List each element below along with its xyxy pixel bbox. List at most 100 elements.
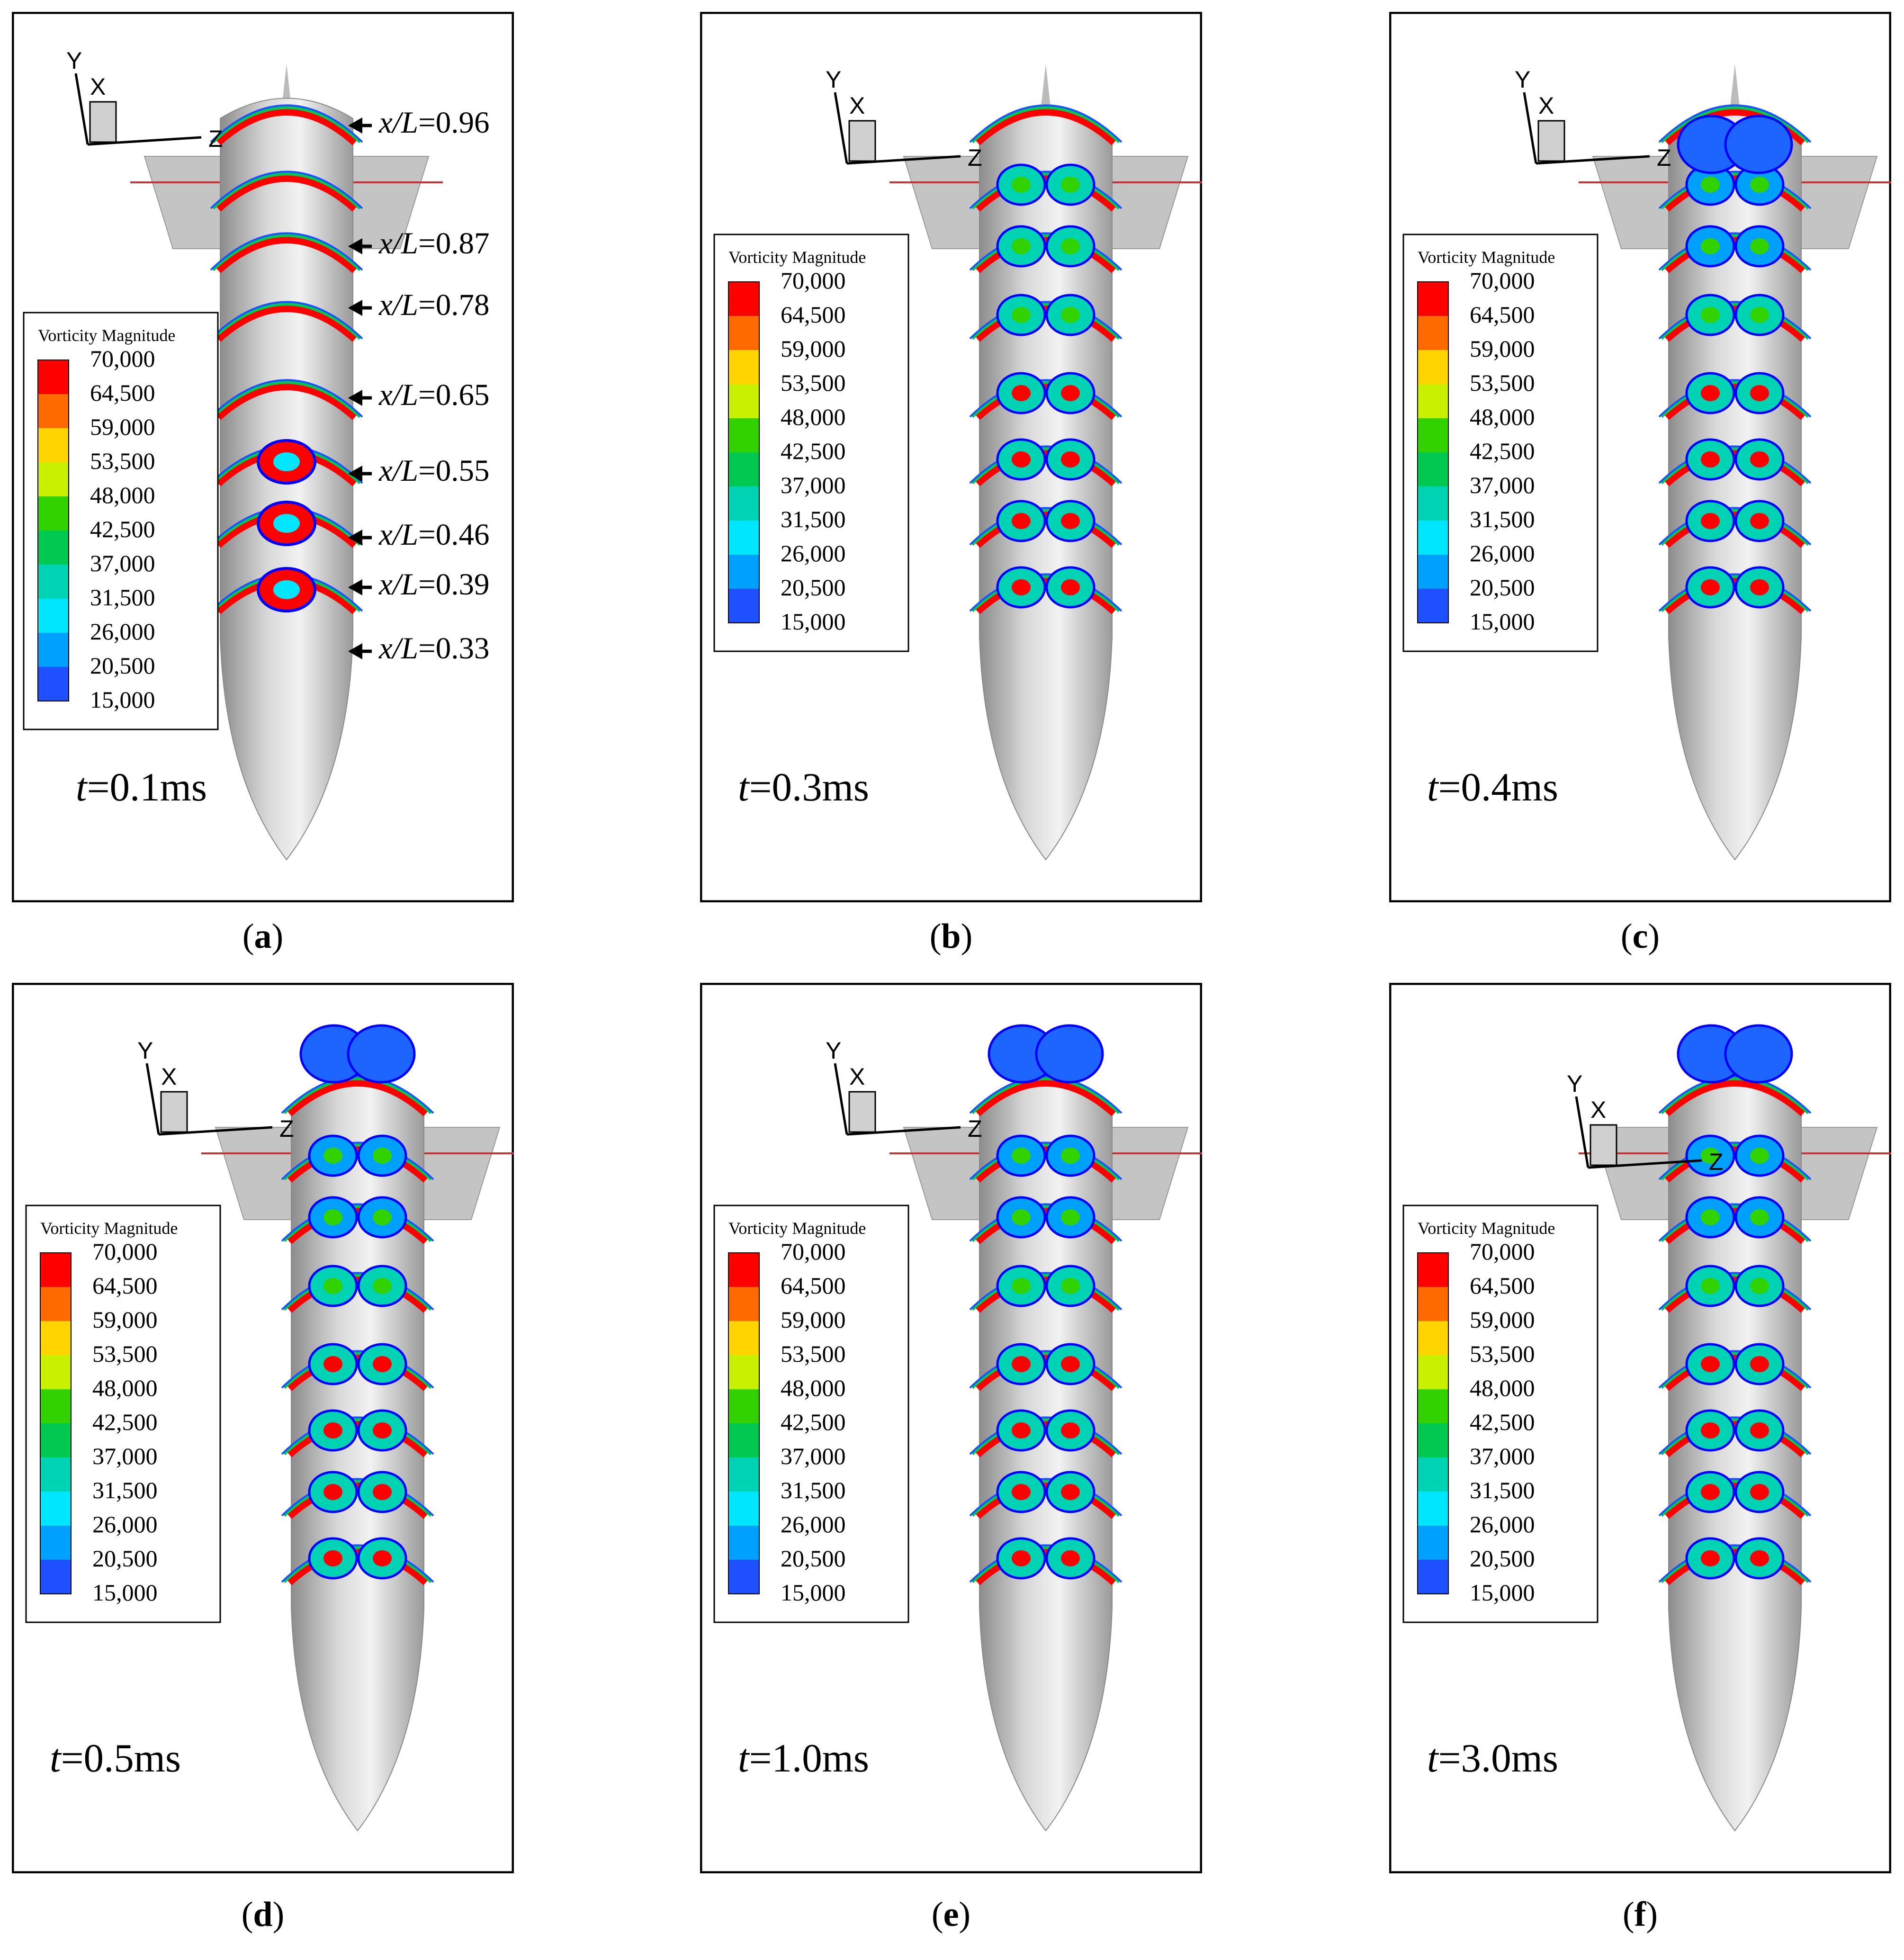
legend-level-label: 37,000 (781, 1443, 846, 1469)
legend-title: Vorticity Magnitude (1418, 248, 1555, 267)
axis-label-z: Z (208, 126, 223, 152)
vorticity-section (281, 1134, 434, 1183)
vorticity-section (281, 1537, 434, 1585)
vorticity-section (281, 1265, 434, 1313)
axis-triad: YX Z (1567, 1070, 1724, 1175)
caption-letter: f (1634, 1895, 1646, 1934)
legend-title: Vorticity Magnitude (40, 1219, 178, 1238)
legend-level-label: 64,500 (1470, 301, 1535, 328)
colorbar-segment (1418, 1526, 1448, 1560)
station-annotation: x/L=0.78 (348, 288, 490, 322)
legend-level-label: 42,500 (90, 516, 155, 542)
colorbar-segment (728, 521, 759, 555)
vertical-fin (282, 64, 291, 107)
legend-level-label: 59,000 (1470, 1306, 1535, 1333)
colorbar-segment (38, 633, 69, 667)
vorticity-section (969, 1075, 1123, 1116)
colorbar-segment (728, 1560, 759, 1594)
colorbar-segment (728, 1355, 759, 1390)
colorbar-segment (40, 1287, 71, 1322)
vorticity-section (969, 163, 1123, 212)
missile-body (979, 114, 1113, 861)
legend-level-label: 26,000 (781, 540, 846, 566)
vorticity-section (1658, 225, 1812, 273)
legend-level-label: 26,000 (90, 618, 155, 645)
station-label: x/L=0.46 (378, 518, 490, 552)
vorticity-section (969, 1471, 1123, 1519)
colorbar-segment (38, 394, 69, 429)
legend-level-label: 15,000 (781, 1579, 846, 1606)
legend-level-label: 64,500 (1470, 1272, 1535, 1299)
colorbar-segment (40, 1560, 71, 1594)
vorticity-section (1658, 1343, 1812, 1391)
colorbar-segment (728, 1526, 759, 1560)
station-annotation: x/L=0.87 (348, 226, 490, 261)
colorbar-frame (728, 1252, 760, 1594)
colorbar-segment (728, 452, 759, 487)
vorticity-section (969, 1409, 1123, 1457)
vorticity-section (281, 1196, 434, 1244)
colorbar-segment (38, 530, 69, 565)
colorbar-segment (728, 555, 759, 589)
axis-triad: YX Z (1515, 66, 1671, 171)
colorbar-segment (38, 428, 69, 463)
vorticity-section (969, 294, 1123, 342)
vorticity-section (281, 1409, 434, 1457)
time-label: t=0.1ms (76, 765, 207, 809)
axis-triad: YX Z (66, 47, 223, 152)
station-label: x/L=0.39 (378, 567, 490, 602)
panel-caption-a: (a) (242, 917, 284, 956)
legend-level-label: 15,000 (781, 608, 846, 635)
colorbar-segment (728, 486, 759, 521)
station-label: x/L=0.96 (378, 106, 490, 140)
legend-level-label: 70,000 (1470, 1238, 1535, 1265)
station-label: x/L=0.55 (378, 454, 490, 488)
panel-caption-f: (f) (1623, 1895, 1658, 1934)
vorticity-section (210, 232, 363, 273)
legend-title: Vorticity Magnitude (728, 248, 866, 267)
caption-letter: c (1632, 917, 1648, 956)
legend-level-label: 37,000 (1470, 472, 1535, 498)
vorticity-section (969, 500, 1123, 548)
legend-level-label: 31,500 (1470, 506, 1535, 532)
legend-level-label: 53,500 (90, 448, 155, 474)
time-label: t=0.4ms (1427, 765, 1558, 809)
axis-label-z: Z (968, 144, 982, 171)
colorbar-segment (1418, 486, 1448, 521)
arrowhead-icon (348, 238, 362, 254)
time-label: t=3.0ms (1427, 1736, 1558, 1780)
axis-cube (848, 120, 876, 162)
time-symbol: t (1427, 765, 1439, 809)
vorticity-section (969, 104, 1123, 145)
axis-label-y: Y (1567, 1070, 1582, 1097)
vorticity-section (1658, 163, 1812, 212)
colorbar-segment (40, 1253, 71, 1287)
legend-level-label: 70,000 (90, 345, 155, 372)
legend-level-label: 26,000 (92, 1511, 158, 1537)
axis-cube (160, 1091, 188, 1133)
axis-label-z: Z (1657, 144, 1671, 171)
legend-level-label: 20,500 (781, 574, 846, 601)
legend-level-label: 20,500 (1470, 574, 1535, 601)
axis-cube (848, 1091, 876, 1133)
axis-label-z: Z (968, 1115, 982, 1142)
colorbar-segment (1418, 452, 1448, 487)
colorbar-segment (1418, 282, 1448, 316)
axis-label-x: X (90, 73, 106, 100)
legend-level-label: 31,500 (92, 1477, 158, 1503)
colorbar-segment (1418, 1355, 1448, 1390)
axis-label-x: X (849, 92, 865, 119)
legend-level-label: 31,500 (781, 506, 846, 532)
colorbar-segment (728, 1423, 759, 1458)
axis-label-y: Y (66, 47, 82, 74)
axis-label-x: X (1538, 92, 1554, 119)
station-label: x/L=0.78 (378, 288, 490, 322)
colorbar-segment (728, 1287, 759, 1322)
colorbar-segment (1418, 418, 1448, 453)
time-symbol: t (738, 1736, 750, 1780)
vorticity-section (1658, 1196, 1812, 1244)
